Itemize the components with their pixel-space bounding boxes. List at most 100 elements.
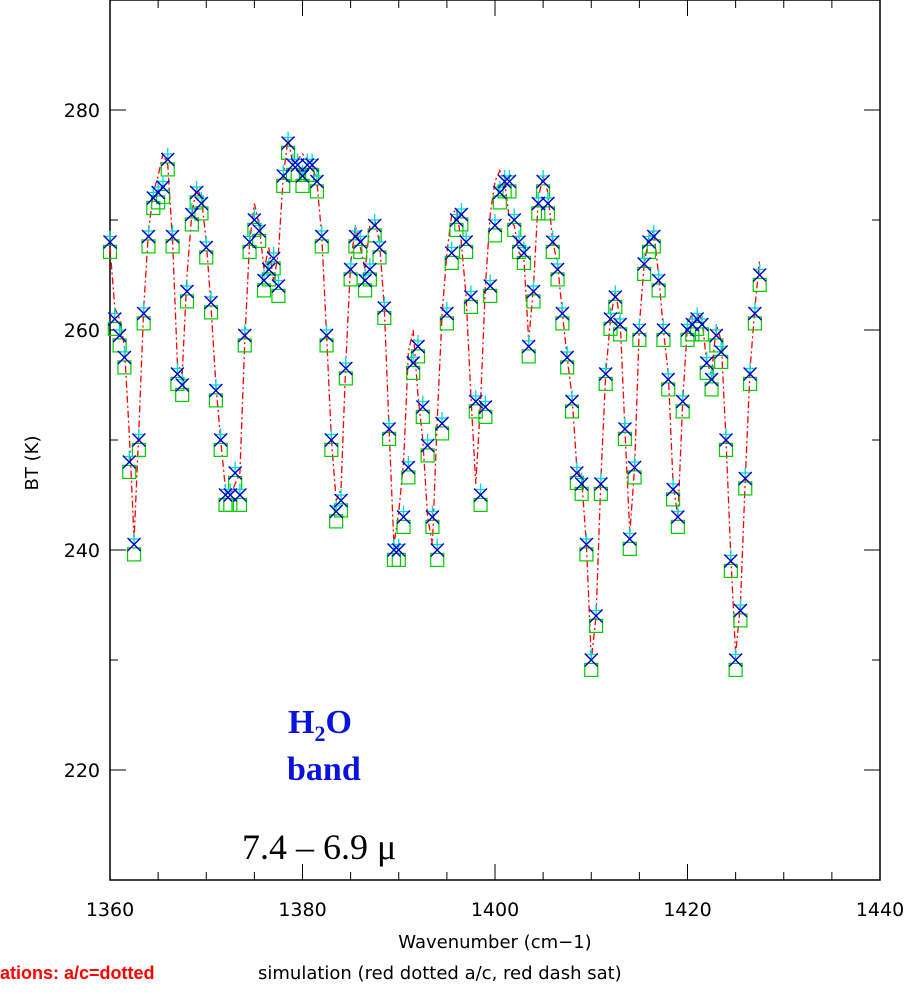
- plus-marker: [426, 506, 438, 518]
- plus-marker: [556, 302, 568, 314]
- plus-marker: [325, 429, 337, 441]
- plus-marker: [133, 429, 145, 441]
- plus-marker: [118, 346, 130, 358]
- plus-marker: [629, 456, 641, 468]
- plus-marker: [210, 379, 222, 391]
- plus-marker: [537, 170, 549, 182]
- plus-marker: [739, 467, 751, 479]
- x-axis-title: Wavenumber (cm−1): [398, 932, 591, 953]
- plus-marker: [633, 319, 645, 331]
- plus-marker: [143, 225, 155, 237]
- plus-marker: [239, 324, 251, 336]
- plus-marker: [475, 484, 487, 496]
- plus-marker: [619, 418, 631, 430]
- x-tick-label-1: 1380: [278, 899, 326, 921]
- plus-marker: [715, 341, 727, 353]
- wavelength-range-label: 7.4 – 6.9 μ: [242, 827, 396, 867]
- y-tick-label-0: 220: [64, 760, 100, 782]
- plus-marker: [638, 253, 650, 265]
- plus-marker: [585, 649, 597, 661]
- plus-marker: [566, 390, 578, 402]
- plus-marker: [345, 258, 357, 270]
- plus-marker: [561, 346, 573, 358]
- plus-marker: [605, 308, 617, 320]
- plus-marker: [609, 286, 621, 298]
- band-formula-label: H2O: [288, 704, 352, 746]
- band-formula-o: O: [325, 704, 351, 741]
- band-word-label: band: [287, 751, 361, 788]
- plus-marker: [677, 390, 689, 402]
- plot-frame: [110, 0, 880, 880]
- plus-marker: [662, 368, 674, 380]
- plus-marker: [138, 302, 150, 314]
- plus-marker: [600, 363, 612, 375]
- plus-marker: [167, 225, 179, 237]
- plus-marker: [667, 478, 679, 490]
- plus-marker: [181, 280, 193, 292]
- plus-marker: [369, 214, 381, 226]
- plus-marker: [282, 132, 294, 144]
- plus-marker: [523, 335, 535, 347]
- plus-marker: [571, 462, 583, 474]
- plus-marker: [446, 242, 458, 254]
- y-axis-title: BT (K): [22, 436, 43, 491]
- x-tick-label-3: 1420: [663, 899, 711, 921]
- plus-marker: [215, 429, 227, 441]
- plus-marker: [200, 236, 212, 248]
- plus-marker: [706, 368, 718, 380]
- plus-marker: [720, 429, 732, 441]
- x-tick-label-4: 1440: [856, 899, 904, 921]
- plus-marker: [725, 550, 737, 562]
- plus-marker: [590, 605, 602, 617]
- plus-marker: [528, 280, 540, 292]
- plus-marker: [191, 181, 203, 193]
- plus-marker: [460, 231, 472, 243]
- y-tick-label-2: 260: [64, 320, 100, 342]
- plus-marker: [552, 258, 564, 270]
- plus-marker: [123, 451, 135, 463]
- axis-ticks: 1360 1380 1400 1420 1440 220 240 260 280: [64, 0, 904, 921]
- plus-marker: [104, 231, 116, 243]
- plus-marker: [272, 275, 284, 287]
- plus-marker: [595, 473, 607, 485]
- y-tick-label-3: 280: [64, 100, 100, 122]
- plus-marker: [374, 236, 386, 248]
- plus-marker: [754, 264, 766, 276]
- y-tick-label-1: 240: [64, 540, 100, 562]
- plus-marker: [128, 533, 140, 545]
- plus-marker: [614, 313, 626, 325]
- plus-marker: [730, 649, 742, 661]
- plus-marker: [402, 456, 414, 468]
- plus-marker: [316, 225, 328, 237]
- plus-marker: [311, 170, 323, 182]
- plus-marker: [465, 286, 477, 298]
- plus-marker: [489, 214, 501, 226]
- footer-simulation: simulation (red dotted a/c, red dash sat…: [258, 963, 622, 984]
- plus-marker: [734, 599, 746, 611]
- plus-marker: [205, 291, 217, 303]
- plus-marker: [749, 302, 761, 314]
- footer-observations: ations: a/c=dotted: [0, 963, 155, 983]
- plus-marker: [321, 324, 333, 336]
- plus-marker: [672, 506, 684, 518]
- plus-marker: [657, 319, 669, 331]
- plus-marker: [383, 418, 395, 430]
- plus-marker: [441, 302, 453, 314]
- plus-marker: [701, 352, 713, 364]
- plus-marker: [162, 148, 174, 160]
- plus-marker: [508, 209, 520, 221]
- plus-marker: [248, 209, 260, 221]
- plus-marker: [710, 324, 722, 336]
- plus-marker: [653, 269, 665, 281]
- data-series: [104, 132, 767, 677]
- band-formula-h: H: [288, 704, 314, 741]
- plot-area-border: [110, 0, 880, 880]
- plus-marker: [378, 297, 390, 309]
- plus-marker: [580, 533, 592, 545]
- plus-marker: [114, 324, 126, 336]
- band-formula-subscript: 2: [314, 721, 325, 746]
- x-tick-label-2: 1400: [471, 899, 519, 921]
- x-tick-label-0: 1360: [86, 899, 134, 921]
- plus-marker: [624, 528, 636, 540]
